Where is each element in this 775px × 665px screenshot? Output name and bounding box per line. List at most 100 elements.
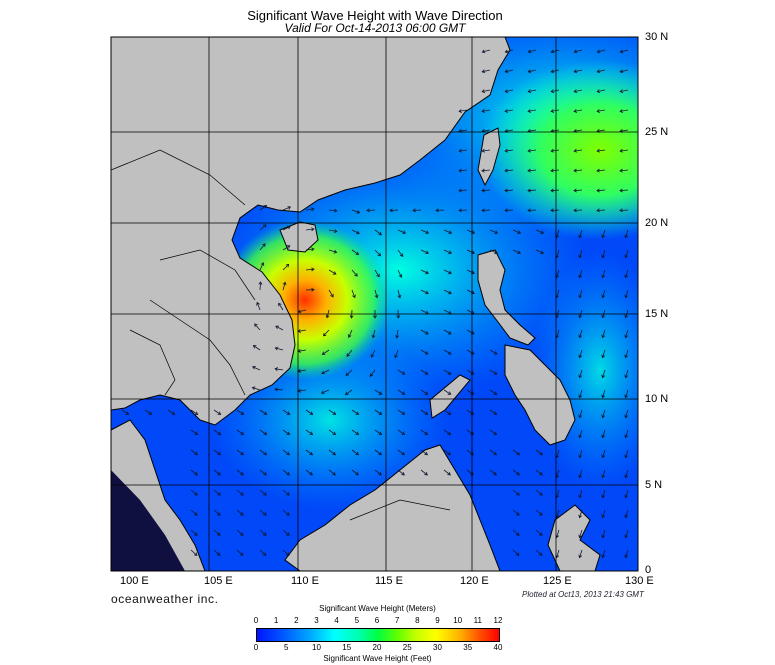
wave-arrow: [481, 169, 491, 172]
wave-arrow: [620, 109, 629, 112]
wave-arrow-head: [287, 206, 292, 210]
wave-arrow-head: [330, 293, 334, 298]
wave-arrow-head: [624, 494, 629, 499]
wave-arrow-head: [251, 386, 256, 391]
wave-arrow: [602, 509, 606, 518]
colorbar: [256, 628, 500, 642]
wave-arrow-head: [424, 351, 429, 355]
wave-arrow-head: [539, 512, 543, 516]
wave-arrow: [579, 289, 583, 298]
wave-arrow: [252, 366, 261, 371]
wave-arrow: [625, 389, 629, 398]
wave-arrow: [328, 409, 336, 415]
wave-arrow: [236, 429, 244, 435]
wave-arrow-head: [311, 267, 315, 272]
wave-arrow: [420, 269, 429, 274]
wave-arrow: [512, 229, 521, 234]
wave-arrow-head: [401, 451, 406, 456]
wave-arrow-head: [447, 411, 452, 415]
wave-arrow-head: [376, 273, 380, 278]
colorbar-feet-tick: 35: [463, 643, 473, 652]
wave-arrow-head: [274, 346, 279, 351]
wave-arrow: [443, 469, 451, 476]
wave-arrow-head: [578, 454, 583, 459]
wave-arrow-head: [550, 69, 555, 74]
wave-arrow-head: [619, 69, 624, 74]
wave-arrow-head: [624, 474, 629, 479]
wave-arrow: [351, 269, 358, 277]
wave-arrow-head: [193, 552, 198, 556]
wave-arrow-head: [578, 394, 583, 399]
wave-arrow: [602, 449, 606, 458]
wave-arrow: [620, 149, 629, 152]
wave-arrow-head: [493, 351, 498, 355]
wave-arrow: [443, 349, 452, 355]
wave-arrow-head: [601, 514, 606, 519]
wave-arrow: [372, 329, 376, 338]
wave-arrow: [527, 189, 537, 192]
wave-arrow: [374, 469, 382, 476]
wave-arrow: [351, 229, 360, 234]
wave-arrow: [579, 349, 583, 358]
wave-arrow: [528, 129, 537, 132]
wave-arrow: [535, 229, 544, 234]
wave-arrow: [420, 409, 428, 415]
wave-arrow: [551, 129, 560, 132]
wave-arrow-head: [402, 230, 407, 234]
wave-arrow: [236, 509, 244, 516]
wave-arrow-head: [171, 411, 176, 415]
country-borders: [111, 149, 451, 521]
wave-arrow-head: [332, 271, 337, 275]
wave-arrow: [282, 529, 290, 536]
wave-arrow: [298, 349, 307, 352]
wave-arrow-head: [540, 250, 544, 255]
colorbar-feet-tick: 10: [312, 643, 321, 652]
wave-arrow-head: [493, 451, 498, 456]
wave-arrow: [213, 449, 221, 456]
wave-arrow: [482, 109, 491, 112]
wave-arrow-head: [550, 168, 554, 173]
wave-arrow: [556, 529, 560, 538]
wave-arrow: [489, 369, 498, 375]
wave-arrow: [351, 249, 359, 255]
wave-arrow: [236, 409, 244, 415]
colorbar-meters-tick: 7: [394, 616, 400, 625]
wave-arrow-head: [550, 148, 554, 153]
wave-arrow: [213, 409, 221, 415]
wave-arrow: [512, 489, 520, 496]
wave-arrow: [282, 206, 291, 211]
wave-arrow: [275, 368, 284, 371]
wave-arrow: [512, 529, 520, 536]
wave-arrow: [625, 329, 629, 338]
colorbar-meters-tick: 9: [435, 616, 440, 625]
wave-arrow-head: [373, 315, 377, 319]
wave-arrow-head: [332, 411, 337, 415]
wave-arrow: [550, 169, 560, 172]
wave-arrow: [282, 226, 291, 231]
wave-arrow-head: [578, 294, 583, 299]
colorbar-meters-tick: 5: [354, 616, 360, 625]
wave-arrow: [556, 469, 560, 478]
wave-arrow: [252, 387, 261, 391]
wave-arrow: [535, 549, 543, 556]
wave-arrow-head: [286, 411, 291, 415]
wave-arrow: [213, 549, 221, 556]
lon-label: 100 E: [120, 575, 149, 587]
wave-arrow-head: [619, 168, 623, 173]
wave-arrow-head: [578, 234, 583, 239]
wave-arrow-head: [624, 414, 629, 419]
wave-arrow: [259, 262, 264, 271]
wave-arrow-head: [539, 492, 543, 496]
wave-arrow: [397, 449, 405, 456]
wave-arrow-head: [286, 451, 291, 456]
wave-arrow-head: [378, 451, 383, 456]
wave-arrow-head: [493, 411, 498, 415]
colorbar-meters-tick: 10: [453, 616, 463, 625]
wave-arrow: [528, 89, 537, 92]
wave-arrow-head: [286, 431, 291, 436]
wave-arrow-head: [516, 512, 520, 516]
wave-arrow-head: [504, 168, 508, 173]
wave-arrow-head: [285, 532, 290, 536]
wave-arrow: [535, 509, 543, 516]
